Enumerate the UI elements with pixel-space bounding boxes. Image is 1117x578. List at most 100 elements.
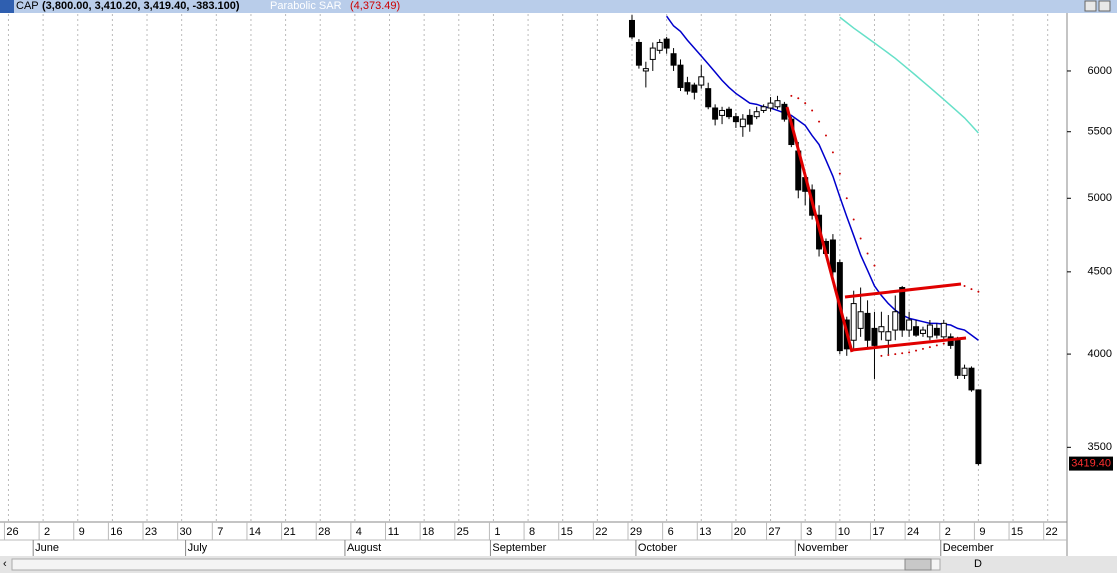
candle-body xyxy=(670,53,677,66)
candle-body xyxy=(850,303,857,341)
sar-dot xyxy=(818,120,821,123)
sar-dot xyxy=(852,218,855,221)
scroll-thumb[interactable] xyxy=(904,558,932,571)
candle-body xyxy=(961,367,968,376)
x-tick-label: 27 xyxy=(768,526,780,538)
sar-dot xyxy=(866,252,869,255)
candle-body xyxy=(919,329,926,334)
candle-body xyxy=(857,311,864,329)
candle-body xyxy=(774,100,781,108)
sar-dot xyxy=(908,351,911,354)
candle-body xyxy=(975,389,982,465)
candle-body xyxy=(864,312,871,341)
sar-dot xyxy=(887,353,890,356)
x-tick-label: 3 xyxy=(806,526,812,538)
candle-body xyxy=(719,109,726,116)
month-label: November xyxy=(797,542,848,554)
sar-dot xyxy=(797,97,800,100)
candle-body xyxy=(739,118,746,128)
symbol: CAP xyxy=(16,0,39,12)
x-tick-label: 10 xyxy=(838,526,850,538)
candle-body xyxy=(767,102,774,109)
sar-dot xyxy=(970,288,973,291)
candle-body xyxy=(906,319,913,331)
candle-body xyxy=(628,19,635,38)
close-button[interactable] xyxy=(1098,0,1111,12)
sar-dot xyxy=(790,94,793,97)
x-tick-label: 18 xyxy=(422,526,434,538)
x-tick-label: 6 xyxy=(668,526,674,538)
x-tick-label: 14 xyxy=(249,526,261,538)
y-tick-label: 3500 xyxy=(1088,441,1112,453)
candle-body xyxy=(940,322,947,338)
candle-body xyxy=(725,108,732,118)
x-tick-label: 25 xyxy=(457,526,469,538)
x-tick-label: 23 xyxy=(145,526,157,538)
trend-line xyxy=(851,336,967,352)
y-tick-label: 4500 xyxy=(1088,266,1112,278)
candle-body xyxy=(649,47,656,60)
sar-dot xyxy=(928,346,931,349)
candle-body xyxy=(712,107,719,120)
candle-body xyxy=(899,287,906,331)
header-bar xyxy=(0,0,1117,13)
candle-body xyxy=(781,103,788,120)
sar-dot xyxy=(901,352,904,355)
y-tick-label: 5000 xyxy=(1088,192,1112,204)
x-tick-label: 15 xyxy=(1011,526,1023,538)
candle-body xyxy=(705,88,712,108)
header-icon xyxy=(0,0,14,13)
x-tick-label: 9 xyxy=(979,526,985,538)
sar-dot xyxy=(942,342,945,345)
sar-dot xyxy=(894,353,897,356)
candle-body xyxy=(878,326,885,333)
candle-body xyxy=(656,41,663,51)
month-label: August xyxy=(347,542,381,554)
x-tick-label: 7 xyxy=(217,526,223,538)
indicator-value: (4,373.49) xyxy=(350,0,400,12)
sar-dot xyxy=(935,344,938,347)
scroll-left[interactable]: ‹ xyxy=(3,558,7,570)
x-tick-label: 4 xyxy=(356,526,362,538)
sar-dot xyxy=(831,151,834,154)
sar-dot xyxy=(824,134,827,137)
sar-dot xyxy=(804,102,807,105)
period-button[interactable]: D xyxy=(974,558,982,570)
month-label: December xyxy=(943,542,994,554)
x-tick-label: 13 xyxy=(699,526,711,538)
sar-dot xyxy=(845,197,848,200)
sar-dot xyxy=(811,109,814,112)
candle-body xyxy=(753,111,760,118)
candle-body xyxy=(732,116,739,123)
candle-body xyxy=(691,84,698,93)
x-tick-label: 8 xyxy=(529,526,535,538)
x-tick-label: 26 xyxy=(6,526,18,538)
plot-area: 26 2 9 16 23 30 7 14 21 28 4 11 18 25 1 8 15 22 29 6 13 20 27 3… xyxy=(3,14,1113,556)
month-label: July xyxy=(188,542,208,554)
indicator-name: Parabolic SAR xyxy=(270,0,342,12)
x-tick-label: 29 xyxy=(630,526,642,538)
trend-line xyxy=(785,106,854,353)
candle-body xyxy=(913,326,920,336)
candle-body xyxy=(760,106,767,111)
x-tick-label: 2 xyxy=(945,526,951,538)
x-tick-label: 9 xyxy=(79,526,85,538)
x-tick-label: 15 xyxy=(561,526,573,538)
y-tick-label: 5500 xyxy=(1088,126,1112,138)
x-tick-label: 22 xyxy=(595,526,607,538)
x-tick-label: 24 xyxy=(907,526,919,538)
restore-button[interactable] xyxy=(1084,0,1097,12)
indicator-line xyxy=(839,16,979,134)
candle-body xyxy=(698,76,705,86)
x-tick-label: 30 xyxy=(180,526,192,538)
candle-body xyxy=(663,38,670,49)
candle-body xyxy=(635,41,642,66)
scroll-track[interactable] xyxy=(11,558,941,571)
sar-dot xyxy=(838,172,841,175)
x-tick-label: 28 xyxy=(318,526,330,538)
last-value-label: 3419.40 xyxy=(1071,457,1111,469)
candle-body xyxy=(642,68,649,72)
candle-body xyxy=(684,82,691,92)
x-tick-label: 2 xyxy=(44,526,50,538)
